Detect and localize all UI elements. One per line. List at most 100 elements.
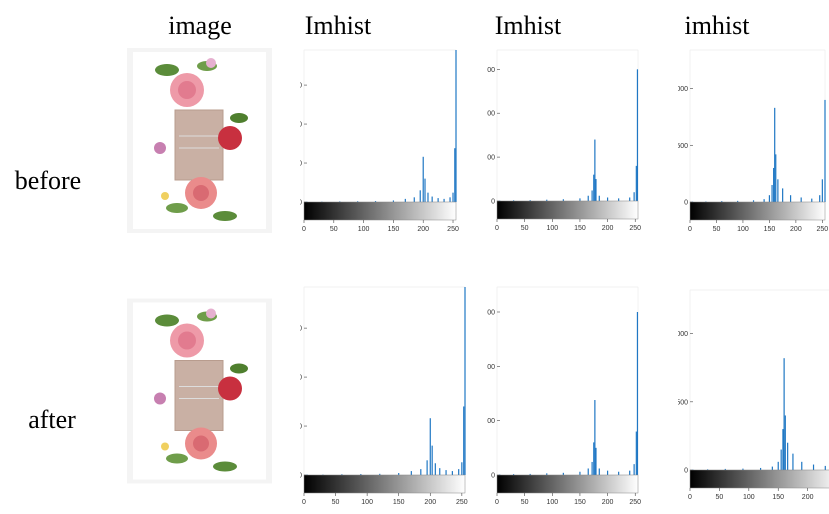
image-after	[127, 299, 272, 484]
y-tick-label: 500	[483, 418, 495, 425]
bar	[774, 108, 775, 202]
bar	[773, 168, 774, 202]
x-tick-label: 0	[688, 494, 692, 501]
plot-area	[690, 290, 829, 470]
bar	[595, 448, 596, 475]
bar	[592, 462, 593, 475]
plot-area	[497, 50, 638, 201]
colorbar	[304, 475, 465, 493]
bar	[819, 195, 820, 202]
y-tick-label: 1000	[286, 375, 302, 382]
bar	[443, 199, 444, 202]
bar	[618, 472, 619, 475]
bar	[432, 446, 433, 475]
bar	[607, 197, 608, 201]
bar	[782, 429, 783, 470]
bar	[785, 415, 786, 470]
image-before	[127, 48, 272, 233]
bar	[760, 468, 761, 470]
y-tick-label: 1000	[479, 364, 495, 371]
x-tick-label: 0	[495, 499, 499, 506]
bar	[427, 460, 428, 475]
bar	[825, 466, 826, 470]
y-tick-label: 500	[676, 143, 688, 150]
plot-area	[304, 50, 456, 202]
bar	[790, 195, 791, 202]
x-tick-label: 150	[574, 225, 586, 232]
plot-area	[690, 50, 825, 202]
bar	[464, 287, 465, 475]
y-tick-label: 500	[483, 155, 495, 162]
bar	[607, 471, 608, 475]
bar	[593, 442, 594, 475]
bar	[420, 469, 421, 475]
x-tick-label: 50	[521, 499, 529, 506]
y-tick-label: 1000	[286, 122, 302, 129]
x-tick-label: 100	[358, 226, 370, 233]
bar	[579, 472, 580, 475]
plot-area	[497, 287, 638, 475]
x-tick-label: 200	[602, 225, 614, 232]
bar	[420, 190, 421, 202]
column-header: Imhist	[495, 11, 562, 40]
bar	[801, 197, 802, 202]
y-tick-label: 1000	[672, 86, 688, 93]
x-tick-label: 50	[332, 499, 340, 506]
bar	[439, 468, 440, 475]
x-tick-label: 150	[393, 499, 405, 506]
bar	[778, 462, 779, 470]
histogram: 050010001500050100150200250	[286, 287, 467, 506]
x-tick-label: 50	[713, 226, 721, 233]
bar	[414, 197, 415, 202]
bar	[636, 432, 637, 475]
x-tick-label: 250	[629, 225, 641, 232]
bar	[777, 179, 778, 202]
bar	[594, 400, 595, 475]
x-tick-label: 200	[424, 499, 436, 506]
bar	[432, 197, 433, 202]
y-tick-label: 0	[491, 199, 495, 206]
x-tick-label: 250	[629, 499, 641, 506]
bar	[588, 468, 589, 475]
column-header: Imhist	[305, 11, 372, 40]
x-tick-label: 100	[737, 226, 749, 233]
y-tick-label: 1500	[479, 309, 495, 316]
bar	[579, 198, 580, 201]
bar	[599, 196, 600, 201]
bar	[455, 50, 456, 202]
x-tick-label: 250	[817, 226, 829, 233]
row-label: before	[15, 166, 81, 195]
x-tick-label: 200	[602, 499, 614, 506]
bar	[634, 464, 635, 475]
bar	[637, 69, 638, 201]
bar	[405, 199, 406, 202]
x-tick-label: 150	[772, 494, 784, 501]
bar	[753, 200, 754, 202]
bar	[824, 100, 825, 202]
bar	[811, 199, 812, 202]
y-tick-label: 0	[298, 200, 302, 207]
x-tick-label: 150	[764, 226, 776, 233]
bar	[445, 470, 446, 475]
x-tick-label: 200	[790, 226, 802, 233]
bar	[599, 468, 600, 475]
bar	[424, 179, 425, 202]
bar	[430, 418, 431, 475]
bar	[592, 190, 593, 201]
bar	[792, 454, 793, 470]
bar	[563, 199, 564, 201]
x-tick-label: 150	[574, 499, 586, 506]
bar	[458, 469, 459, 475]
bar	[463, 406, 464, 475]
x-tick-label: 150	[388, 226, 400, 233]
bar	[423, 157, 424, 202]
column-header: imhist	[684, 11, 750, 40]
y-tick-label: 0	[298, 473, 302, 480]
x-tick-label: 100	[361, 499, 373, 506]
bar	[801, 462, 802, 470]
